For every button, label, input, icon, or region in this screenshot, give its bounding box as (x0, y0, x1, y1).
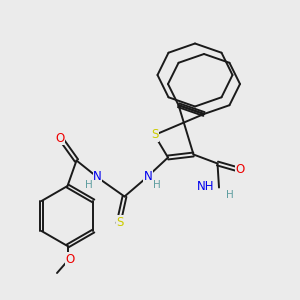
Text: O: O (65, 253, 74, 266)
Text: O: O (236, 163, 244, 176)
Text: H: H (85, 180, 92, 190)
Text: NH: NH (197, 179, 214, 193)
Text: S: S (151, 128, 158, 142)
Text: O: O (56, 131, 64, 145)
Text: H: H (226, 190, 233, 200)
Text: N: N (143, 169, 152, 183)
Text: H: H (153, 180, 161, 190)
Text: S: S (116, 215, 124, 229)
Text: N: N (93, 169, 102, 183)
